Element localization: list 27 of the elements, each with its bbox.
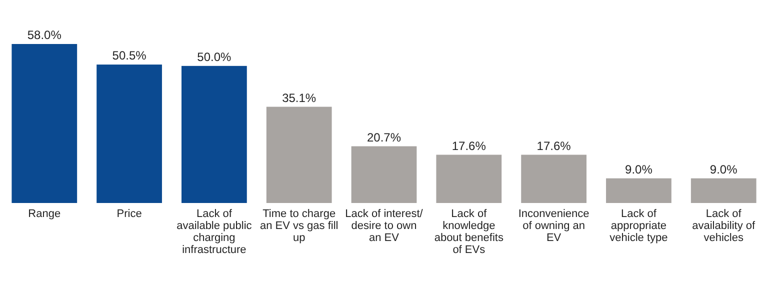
data-label: 50.5%: [112, 48, 147, 63]
x-tick-label: Lack of available public charging infrastructure: [176, 208, 252, 256]
bar: [436, 154, 502, 203]
data-label: 9.0%: [625, 162, 653, 176]
data-label: 17.6%: [536, 138, 572, 153]
x-tick-label: Price: [116, 208, 142, 220]
data-label: 20.7%: [366, 130, 402, 144]
data-label: 17.6%: [452, 138, 486, 153]
x-tick-label: Inconvenience of owning an EV: [518, 208, 590, 244]
bar: [12, 44, 78, 203]
data-label: 9.0%: [710, 162, 738, 176]
bar: [606, 178, 672, 203]
bar: [96, 64, 162, 203]
x-tick-label: Lack of availability of vehicles: [692, 208, 756, 244]
data-label: 35.1%: [282, 90, 316, 105]
bar: [521, 154, 586, 203]
x-tick-label: Time to charge an EV vs gas fill up: [260, 208, 338, 244]
x-tick-label: Lack of knowledge about benefits of EVs: [434, 208, 504, 256]
bar: [266, 106, 332, 203]
bar: [690, 178, 756, 203]
bar: [351, 146, 417, 203]
x-tick-label: Lack of appropriate vehicle type: [610, 208, 668, 244]
x-tick-label: Lack of interest/ desire to own an EV: [345, 208, 424, 244]
data-label: 50.0%: [197, 50, 232, 64]
x-tick-label: Range: [28, 208, 61, 220]
bar: [182, 66, 247, 203]
data-label: 58.0%: [27, 28, 62, 42]
